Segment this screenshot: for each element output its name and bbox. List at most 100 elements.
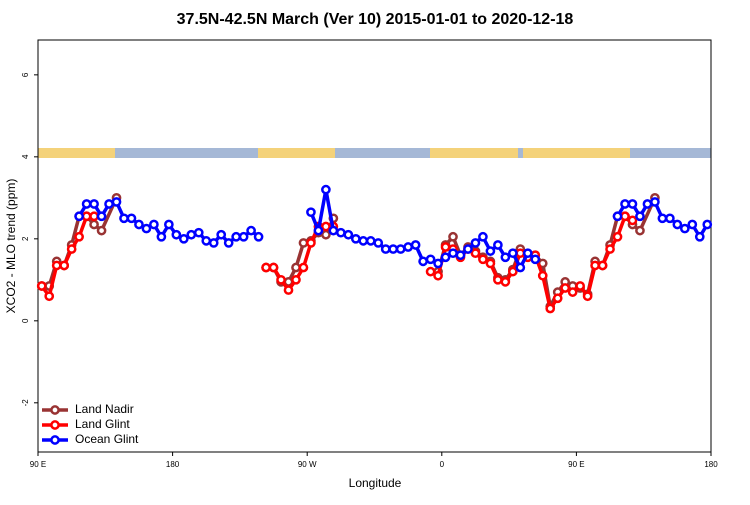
- land-mask-strip: [38, 148, 711, 158]
- y-tick-label: -2: [21, 399, 30, 407]
- data-point: [96, 225, 107, 236]
- data-point: [89, 199, 99, 209]
- data-point: [134, 219, 144, 230]
- data-point: [500, 252, 511, 263]
- data-point: [89, 219, 99, 230]
- data-point: [537, 270, 548, 281]
- data-point: [650, 197, 660, 207]
- legend-label: Land Nadir: [75, 402, 134, 416]
- data-point: [238, 231, 249, 242]
- data-point: [635, 225, 645, 236]
- data-point: [350, 233, 361, 244]
- y-tick-label: 0: [21, 318, 30, 323]
- data-point: [702, 219, 713, 230]
- data-point: [530, 254, 541, 265]
- data-point: [440, 252, 451, 263]
- data-point: [627, 215, 638, 226]
- data-point: [478, 231, 488, 242]
- data-point: [665, 213, 675, 224]
- data-point: [507, 266, 518, 277]
- data-point: [343, 229, 354, 240]
- data-point: [605, 244, 615, 254]
- y-tick-label: 4: [21, 154, 30, 159]
- data-point: [694, 231, 705, 242]
- data-point: [276, 274, 286, 285]
- data-point: [425, 254, 436, 265]
- data-point: [59, 260, 70, 271]
- data-point: [470, 238, 481, 248]
- data-point: [575, 281, 585, 291]
- data-point: [635, 211, 645, 222]
- data-point: [253, 231, 264, 242]
- data-point: [627, 199, 638, 209]
- data-point: [298, 262, 309, 273]
- data-point: [493, 240, 503, 250]
- data-point: [51, 260, 62, 271]
- data-point: [186, 229, 197, 240]
- data-point: [36, 281, 47, 291]
- data-point: [597, 260, 608, 271]
- data-point: [500, 277, 511, 287]
- data-point: [478, 254, 488, 265]
- data-point: [365, 236, 376, 246]
- legend-label: Ocean Glint: [75, 432, 139, 446]
- data-point: [612, 231, 623, 242]
- data-point: [545, 303, 556, 314]
- data-point: [410, 240, 421, 250]
- data-point: [156, 231, 167, 242]
- data-point: [193, 227, 204, 238]
- x-tick-label: 90 W: [298, 460, 317, 469]
- data-point: [620, 211, 630, 222]
- y-tick-label: 6: [21, 72, 30, 77]
- data-point: [373, 238, 384, 248]
- x-tick-label: 90 E: [568, 460, 584, 469]
- data-point: [104, 199, 114, 209]
- data-point: [126, 213, 137, 224]
- data-point: [313, 225, 324, 236]
- data-point: [223, 238, 234, 248]
- data-point: [216, 229, 227, 240]
- y-axis-label: XCO2 - MLO trend (ppm): [4, 179, 18, 314]
- data-point: [291, 262, 301, 273]
- data-point: [590, 260, 600, 271]
- data-point: [657, 213, 668, 224]
- data-point: [149, 219, 159, 230]
- data-point: [66, 244, 77, 254]
- data-point: [687, 219, 698, 230]
- data-point: [358, 236, 369, 246]
- data-point: [74, 231, 84, 242]
- x-axis-label: Longitude: [349, 476, 402, 490]
- data-point: [485, 258, 496, 269]
- data-point: [515, 262, 526, 273]
- data-point: [620, 199, 630, 209]
- data-point: [171, 229, 182, 240]
- data-point: [328, 225, 339, 236]
- data-point: [321, 221, 331, 232]
- data-point: [552, 293, 563, 304]
- data-point: [261, 262, 271, 273]
- x-tick-label: 90 E: [30, 460, 46, 469]
- data-point: [582, 291, 593, 302]
- data-point: [178, 233, 189, 244]
- x-tick-label: 180: [166, 460, 180, 469]
- data-point: [208, 238, 219, 248]
- data-point: [395, 244, 406, 254]
- data-point: [306, 207, 316, 218]
- data-point: [515, 248, 526, 259]
- data-point: [470, 248, 481, 259]
- data-point: [485, 246, 496, 256]
- data-point: [463, 244, 473, 254]
- data-point: [96, 211, 107, 222]
- data-point: [493, 274, 503, 285]
- data-point: [679, 223, 690, 234]
- data-point: [507, 248, 518, 259]
- data-point: [164, 219, 174, 230]
- data-point: [283, 285, 294, 295]
- legend-marker: [50, 435, 60, 445]
- data-point: [448, 231, 458, 242]
- legend-label: Land Glint: [75, 417, 130, 431]
- data-point: [321, 229, 331, 240]
- data-point: [298, 238, 309, 248]
- y-tick-label: 2: [21, 236, 30, 241]
